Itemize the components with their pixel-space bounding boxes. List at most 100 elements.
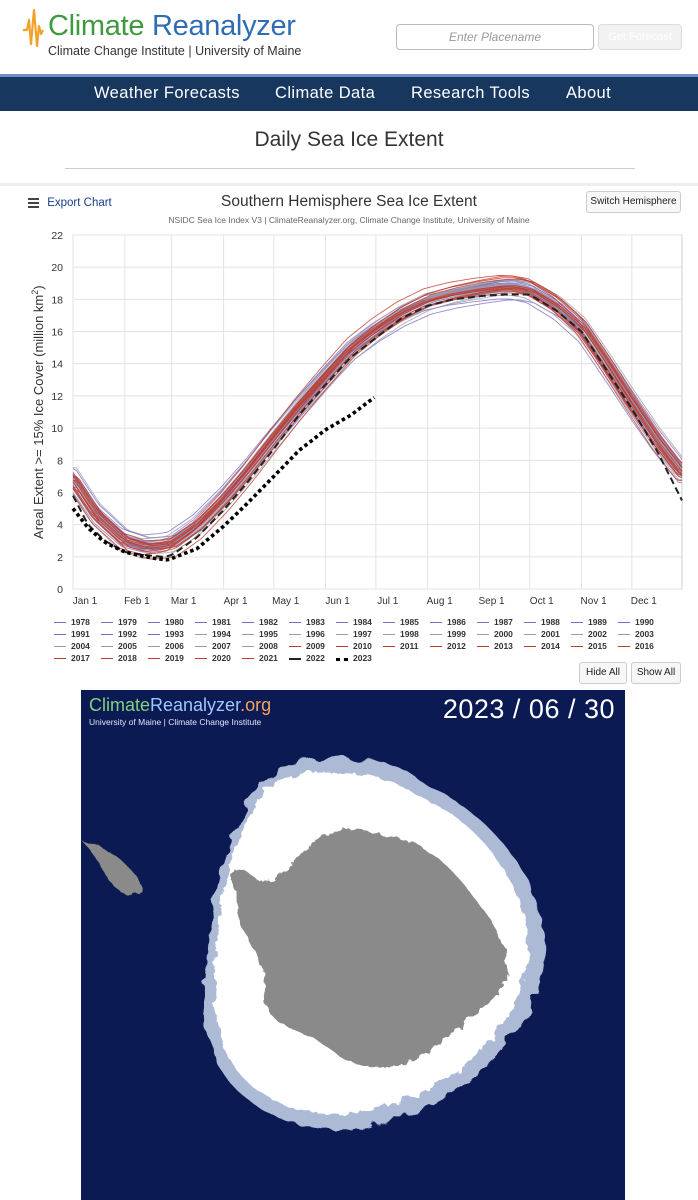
- legend-swatch: [289, 646, 301, 647]
- legend-label: 2003: [635, 629, 654, 639]
- x-tick-label: Aug 1: [427, 596, 454, 607]
- legend-label: 2019: [165, 653, 184, 663]
- legend-swatch: [101, 622, 113, 623]
- main-nav: Weather Forecasts Climate Data Research …: [0, 74, 698, 111]
- legend-swatch: [336, 622, 348, 623]
- series-line-2015: [72, 286, 683, 549]
- legend-label: 2020: [212, 653, 231, 663]
- legend-label: 1996: [306, 629, 325, 639]
- legend-swatch: [101, 646, 113, 647]
- placename-input[interactable]: [396, 24, 594, 50]
- chart-title: Southern Hemisphere Sea Ice Extent: [221, 193, 477, 210]
- south-america-tip: [81, 840, 142, 896]
- nav-research-tools[interactable]: Research Tools: [411, 84, 531, 102]
- legend-swatch: [195, 658, 207, 659]
- legend-swatch: [430, 634, 442, 635]
- legend-label: 2000: [494, 629, 513, 639]
- get-forecast-button[interactable]: Get Forecast: [598, 24, 682, 50]
- site-subtitle: Climate Change Institute | University of…: [48, 44, 302, 58]
- legend-swatch: [242, 646, 254, 647]
- legend-label: 2021: [259, 653, 278, 663]
- legend-swatch: [383, 646, 395, 647]
- nav-weather-forecasts[interactable]: Weather Forecasts: [94, 84, 240, 102]
- legend-label: 1987: [494, 617, 513, 627]
- legend-label: 1995: [259, 629, 278, 639]
- site-logo[interactable]: Climate Reanalyzer: [48, 10, 296, 43]
- show-all-button[interactable]: Show All: [631, 662, 681, 684]
- title-divider: [65, 168, 635, 169]
- legend-swatch: [430, 646, 442, 647]
- legend-label: 2014: [541, 641, 560, 651]
- legend-label: 2023: [353, 653, 372, 663]
- legend-label: 1988: [541, 617, 560, 627]
- y-tick-label: 20: [51, 262, 63, 274]
- legend-label: 2009: [306, 641, 325, 651]
- legend-swatch: [383, 634, 395, 635]
- legend-swatch: [477, 622, 489, 623]
- legend-label: 1981: [212, 617, 231, 627]
- legend-swatch: [54, 646, 66, 647]
- legend-label: 1997: [353, 629, 372, 639]
- site-header: Climate Reanalyzer Climate Change Instit…: [0, 0, 698, 72]
- map-date: 2023 / 06 / 30: [442, 694, 615, 724]
- series-line-2022: [72, 293, 683, 558]
- export-chart-button[interactable]: Export Chart: [28, 196, 112, 210]
- legend-swatch: [336, 658, 348, 661]
- legend-swatch: [101, 634, 113, 635]
- legend-label: 1984: [353, 617, 372, 627]
- legend-swatch: [242, 634, 254, 635]
- legend-label: 2008: [259, 641, 278, 651]
- x-tick-label: Oct 1: [530, 596, 554, 607]
- x-tick-label: Nov 1: [581, 596, 608, 607]
- series-line-2018: [72, 292, 683, 553]
- legend-label: 2005: [118, 641, 137, 651]
- legend-swatch: [477, 646, 489, 647]
- legend-label: 2007: [212, 641, 231, 651]
- legend-label: 2017: [71, 653, 90, 663]
- x-tick-label: Jul 1: [377, 596, 399, 607]
- legend-label: 1993: [165, 629, 184, 639]
- legend-label: 2015: [588, 641, 607, 651]
- legend-label: 1990: [635, 617, 654, 627]
- legend-swatch: [618, 622, 630, 623]
- y-tick-label: 16: [51, 327, 63, 339]
- chart-separator: [0, 183, 698, 186]
- y-tick-label: 4: [57, 520, 63, 532]
- antarctica-map-graphic: [81, 757, 545, 1131]
- legend-swatch: [289, 658, 301, 660]
- y-tick-label: 18: [51, 294, 63, 306]
- hide-all-button[interactable]: Hide All: [579, 662, 627, 684]
- y-tick-label: 2: [57, 552, 63, 564]
- legend-label: 1994: [212, 629, 231, 639]
- switch-hemisphere-button[interactable]: Switch Hemisphere: [586, 191, 681, 213]
- legend-swatch: [54, 658, 66, 659]
- sea-ice-map: ClimateReanalyzer.org University of Main…: [81, 690, 625, 1200]
- y-tick-label: 22: [51, 230, 63, 242]
- logo-word-climate: Climate: [48, 10, 145, 42]
- legend-swatch: [289, 634, 301, 635]
- legend-swatch: [289, 622, 301, 623]
- legend-swatch: [571, 622, 583, 623]
- plot-area: [72, 234, 683, 590]
- legend-swatch: [195, 634, 207, 635]
- x-tick-label: Jan 1: [73, 596, 98, 607]
- legend-label: 1998: [400, 629, 419, 639]
- map-brand-subtitle: University of Maine | Climate Change Ins…: [89, 717, 262, 727]
- legend-label: 1979: [118, 617, 137, 627]
- legend-label: 2002: [588, 629, 607, 639]
- map-brand-org: .org: [240, 695, 272, 715]
- legend-label: 2006: [165, 641, 184, 651]
- y-tick-label: 6: [57, 487, 63, 499]
- legend-swatch: [524, 646, 536, 647]
- series-line-2014: [72, 290, 682, 550]
- nav-about[interactable]: About: [566, 84, 612, 102]
- legend-swatch: [571, 646, 583, 647]
- export-chart-label: Export Chart: [47, 197, 112, 210]
- nav-climate-data[interactable]: Climate Data: [275, 84, 376, 102]
- legend-swatch: [618, 646, 630, 647]
- legend-label: 2001: [541, 629, 560, 639]
- legend-swatch: [148, 646, 160, 647]
- y-tick-label: 14: [51, 359, 63, 371]
- legend-swatch: [336, 634, 348, 635]
- legend-swatch: [477, 634, 489, 635]
